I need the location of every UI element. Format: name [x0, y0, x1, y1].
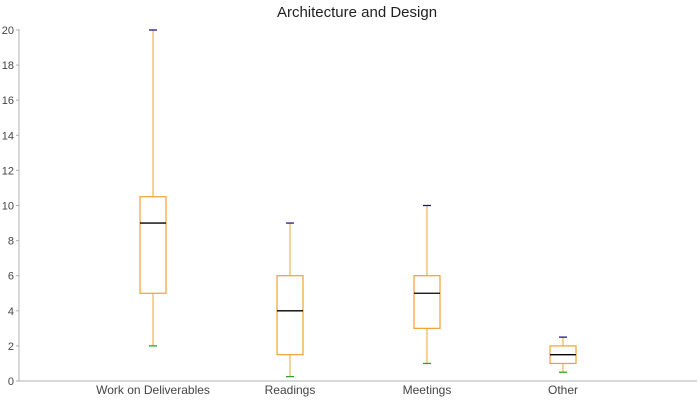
iqr-box [413, 275, 441, 329]
y-tick-label: 0 [8, 376, 14, 388]
iqr-box [276, 275, 304, 356]
y-tick-label: 10 [2, 201, 14, 213]
box-group [139, 29, 577, 378]
y-tick-label: 18 [2, 60, 14, 72]
y-tick-label: 8 [8, 236, 14, 248]
axes [18, 29, 697, 382]
x-category-label: Meetings [403, 383, 452, 397]
box-2 [276, 222, 304, 378]
y-tick-label: 6 [8, 271, 14, 283]
box-3 [413, 204, 441, 365]
y-tick-label: 2 [8, 341, 14, 353]
box-1 [139, 29, 167, 347]
iqr-box [139, 196, 167, 294]
y-tick-label: 20 [2, 25, 14, 37]
box-4 [549, 336, 577, 373]
x-category-label: Other [548, 383, 578, 397]
x-axis-labels: Work on Deliverables Readings Meetings Othe… [96, 383, 578, 397]
y-tick-label: 14 [2, 130, 14, 142]
y-tick-label: 12 [2, 165, 14, 177]
x-category-label: Readings [265, 383, 316, 397]
x-category-label: Work on Deliverables [96, 383, 210, 397]
chart-title: Architecture and Design [277, 4, 437, 21]
y-axis-ticks: 0 2 4 6 8 10 12 14 16 18 20 [2, 25, 19, 388]
y-tick-label: 16 [2, 95, 14, 107]
y-tick-label: 4 [8, 306, 14, 318]
